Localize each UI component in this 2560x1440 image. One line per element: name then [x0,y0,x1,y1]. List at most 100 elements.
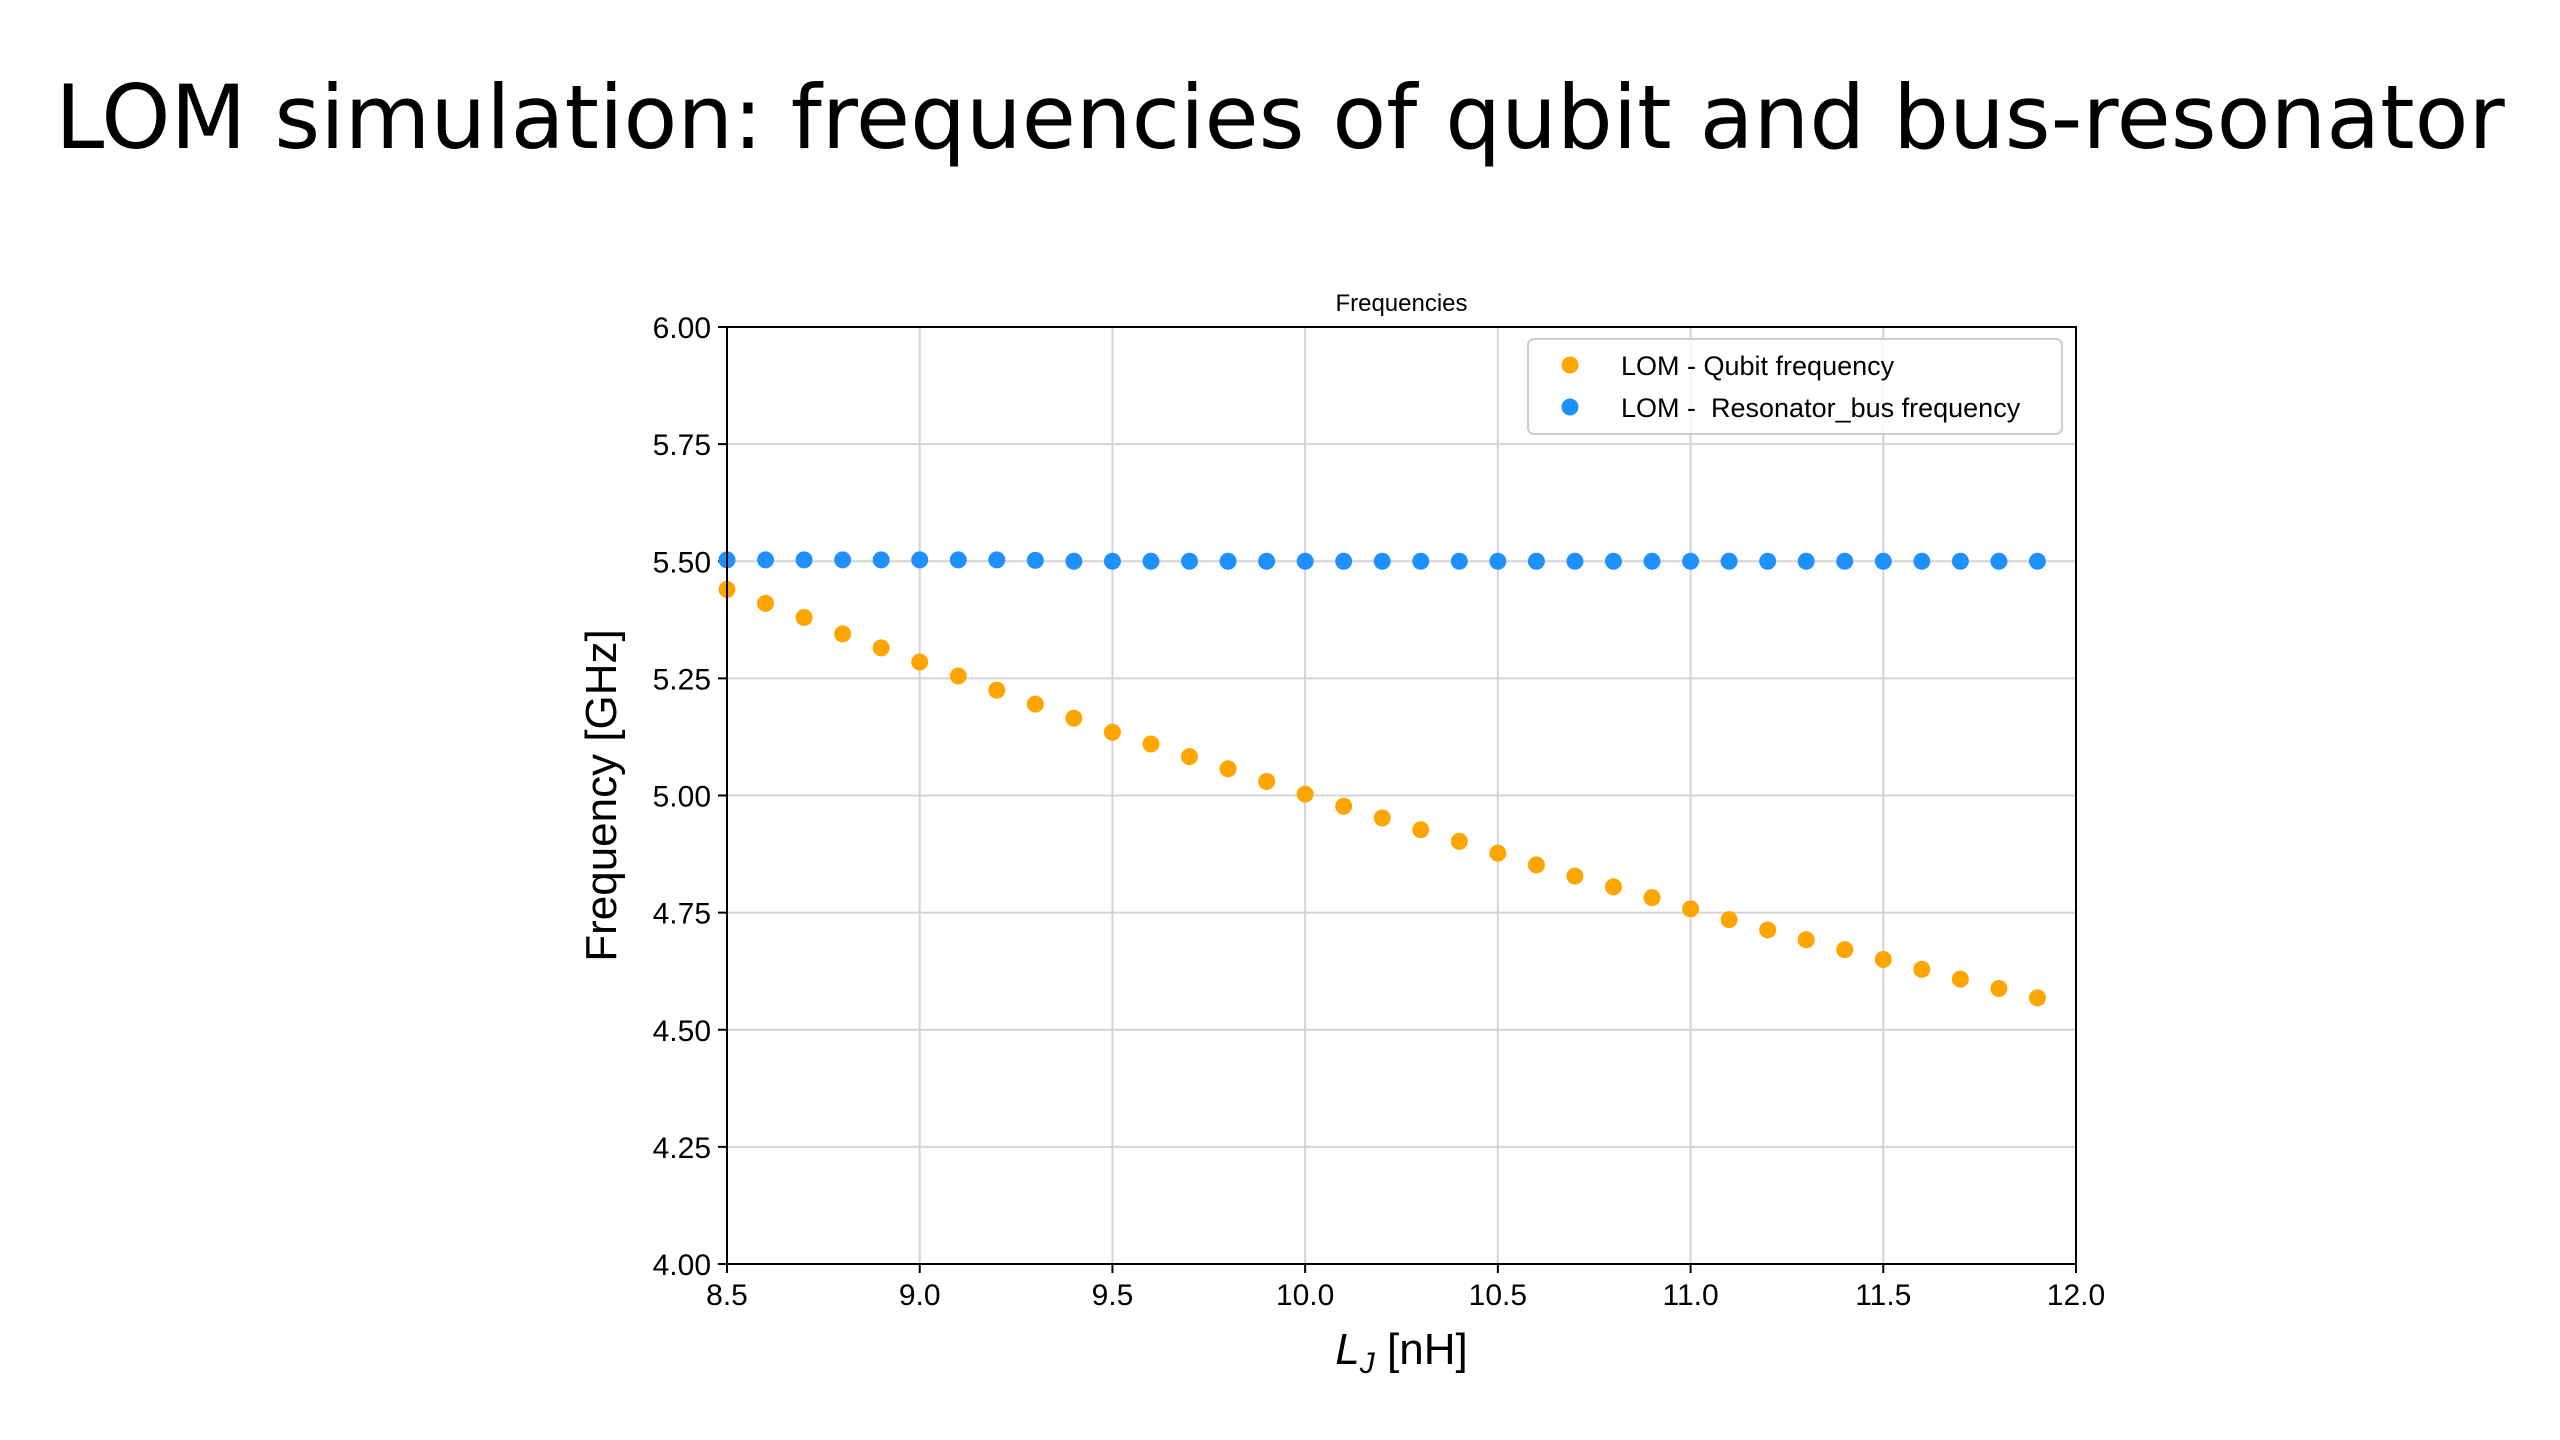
plot-frame [726,326,2077,1265]
resonator-bus-point [872,551,890,569]
series-qubit [718,580,2046,1007]
legend-marker-resonator-bus [1561,398,1579,416]
x-tick-label: 10.5 [1469,1279,1527,1312]
qubit-point [1759,921,1777,939]
legend: LOM - Qubit frequency LOM - Resonator_bus… [1527,338,2063,435]
resonator-bus-point [1720,552,1738,570]
resonator-bus-point [1489,552,1507,570]
resonator-bus-point [911,551,929,569]
qubit-point [1142,735,1160,753]
x-axis-title-main: L [1335,1325,1359,1374]
axis-ticks: 8.5 9.0 9.5 10.0 10.5 11.0 11.5 12.0 4.00 4.25 4.5… [653,312,2106,1312]
y-axis-title: Frequency [GHz] [577,629,626,962]
grid-lines [726,326,2077,1265]
qubit-point [1913,960,1931,978]
resonator-bus-point [1450,552,1468,570]
qubit-point [1103,723,1121,741]
qubit-point [1181,748,1199,766]
qubit-point [1489,844,1507,862]
y-tick-label: 5.25 [653,663,711,696]
series-resonator-bus [718,551,2046,570]
qubit-point [872,639,890,657]
qubit-point [1566,867,1584,885]
qubit-point [1373,809,1391,827]
qubit-point [911,653,929,671]
resonator-bus-point [1335,552,1353,570]
qubit-point [1604,878,1622,896]
resonator-bus-point [1682,552,1700,570]
resonator-bus-point [1566,552,1584,570]
x-axis-title-unit: [nH] [1375,1325,1468,1374]
slide-title: LOM simulation: frequencies of qubit and… [55,66,2505,169]
resonator-bus-point [1219,552,1237,570]
qubit-point [1874,950,1892,968]
qubit-point [795,608,813,626]
resonator-bus-point [834,551,852,569]
x-tick-label: 10.0 [1276,1279,1334,1312]
resonator-bus-point [988,551,1006,569]
legend-label-qubit: LOM - Qubit frequency [1621,351,1895,381]
resonator-bus-point [1643,552,1661,570]
resonator-bus-point [795,551,813,569]
qubit-point [757,594,775,612]
resonator-bus-point [1412,552,1430,570]
qubit-point [2028,989,2046,1007]
resonator-bus-point [2028,552,2046,570]
y-tick-label: 4.75 [653,898,711,931]
qubit-point [1951,970,1969,988]
x-axis-title: LJ [nH] [1335,1325,1467,1380]
resonator-bus-point [1142,552,1160,570]
resonator-bus-point [1797,552,1815,570]
resonator-bus-point [1913,552,1931,570]
qubit-point [1412,821,1430,839]
y-tick-label: 6.00 [653,312,711,345]
resonator-bus-point [1103,552,1121,570]
qubit-point [1296,785,1314,803]
qubit-point [1720,911,1738,929]
resonator-bus-point [949,551,967,569]
qubit-point [1527,856,1545,874]
chart-title: Frequencies [1335,290,1467,317]
resonator-bus-point [1527,552,1545,570]
x-tick-label: 12.0 [2047,1279,2105,1312]
data-points [718,551,2046,1007]
qubit-point [1026,695,1044,713]
y-tick-label: 4.00 [653,1249,711,1282]
y-tick-label: 4.25 [653,1132,711,1165]
x-tick-label: 11.5 [1855,1279,1911,1312]
x-axis-title-subscript: J [1359,1347,1376,1380]
legend-marker-qubit [1561,356,1579,374]
x-tick-label: 9.0 [899,1279,941,1312]
qubit-point [1836,941,1854,959]
legend-label-resonator-bus: LOM - Resonator_bus frequency [1621,393,2021,423]
resonator-bus-point [1759,552,1777,570]
y-tick-label: 4.50 [653,1015,711,1048]
resonator-bus-point [1258,552,1276,570]
resonator-bus-point [757,551,775,569]
resonator-bus-point [1065,552,1083,570]
legend-box [1527,338,2063,435]
qubit-point [1643,889,1661,907]
qubit-point [1065,709,1083,727]
resonator-bus-point [1874,552,1892,570]
resonator-bus-point [1181,552,1199,570]
qubit-point [1450,832,1468,850]
x-tick-label: 11.0 [1662,1279,1718,1312]
qubit-point [1335,797,1353,815]
qubit-point [1258,772,1276,790]
qubit-point [1990,980,2008,998]
qubit-point [1219,760,1237,778]
resonator-bus-point [1836,552,1854,570]
y-tick-label: 5.75 [653,429,711,462]
x-tick-label: 9.5 [1092,1279,1134,1312]
qubit-point [949,667,967,685]
resonator-bus-point [1604,552,1622,570]
resonator-bus-point [1373,552,1391,570]
y-tick-label: 5.50 [653,546,711,579]
qubit-point [834,625,852,643]
qubit-point [1797,931,1815,949]
resonator-bus-point [1951,552,1969,570]
y-tick-label: 5.00 [653,781,711,814]
qubit-point [1682,900,1700,918]
